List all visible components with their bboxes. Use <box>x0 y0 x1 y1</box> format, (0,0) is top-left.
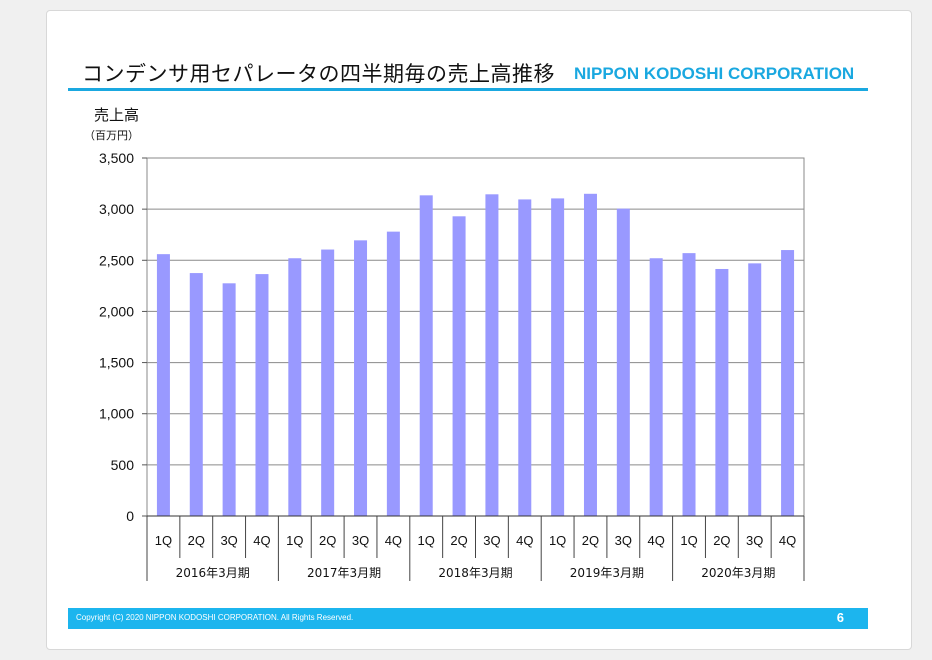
category-label: 3Q <box>483 533 500 548</box>
plot-area <box>146 157 805 517</box>
bar <box>551 198 565 516</box>
title-divider <box>68 88 868 91</box>
bar <box>189 273 203 516</box>
page-number: 6 <box>836 610 844 625</box>
company-name: NIPPON KODOSHI CORPORATION <box>574 64 855 83</box>
bar <box>452 216 466 516</box>
bar <box>682 253 696 516</box>
bar <box>321 249 335 516</box>
page-title: コンデンサ用セパレータの四半期毎の売上高推移 <box>82 62 555 86</box>
category-label: 2Q <box>713 533 730 548</box>
period-label: 2020年3月期 <box>701 566 775 580</box>
y-tick-label: 3,500 <box>99 150 134 166</box>
category-label: 1Q <box>286 533 303 548</box>
category-label: 4Q <box>253 533 270 548</box>
copyright-text: Copyright (C) 2020 NIPPON KODOSHI CORPOR… <box>76 613 354 622</box>
category-label: 4Q <box>516 533 533 548</box>
bar <box>518 199 532 516</box>
period-label: 2017年3月期 <box>307 566 381 580</box>
bar <box>485 194 499 516</box>
period-label: 2016年3月期 <box>176 566 250 580</box>
y-tick-label: 1,000 <box>99 406 134 422</box>
y-tick-label: 500 <box>111 457 135 473</box>
period-label: 2018年3月期 <box>438 566 512 580</box>
category-label: 4Q <box>648 533 665 548</box>
bar <box>255 274 269 516</box>
category-label: 4Q <box>385 533 402 548</box>
category-label: 1Q <box>418 533 435 548</box>
bar <box>649 258 663 516</box>
period-label: 2019年3月期 <box>570 566 644 580</box>
y-axis-unit: （百万円） <box>84 129 139 142</box>
y-tick-label: 1,500 <box>99 355 134 371</box>
category-label: 2Q <box>582 533 599 548</box>
category-label: 2Q <box>188 533 205 548</box>
category-label: 1Q <box>155 533 172 548</box>
category-label: 4Q <box>779 533 796 548</box>
category-label: 3Q <box>352 533 369 548</box>
y-tick-label: 2,500 <box>99 252 134 268</box>
bar <box>748 263 762 516</box>
bar <box>354 240 368 516</box>
category-label: 2Q <box>319 533 336 548</box>
category-label: 2Q <box>450 533 467 548</box>
category-label: 3Q <box>615 533 632 548</box>
bar <box>222 283 236 516</box>
bar <box>156 254 170 517</box>
y-tick-label: 3,000 <box>99 201 134 217</box>
bar <box>781 250 795 517</box>
y-tick-label: 2,000 <box>99 303 134 319</box>
y-axis-label: 売上高 <box>94 106 140 124</box>
bar <box>616 208 630 517</box>
bar <box>288 258 302 516</box>
bar <box>386 231 400 516</box>
category-label: 3Q <box>220 533 237 548</box>
category-label: 3Q <box>746 533 763 548</box>
category-label: 1Q <box>549 533 566 548</box>
footer-bar: Copyright (C) 2020 NIPPON KODOSHI CORPOR… <box>68 608 868 629</box>
bar <box>419 195 433 516</box>
bar <box>715 268 729 516</box>
bar <box>583 193 597 517</box>
y-tick-label: 0 <box>126 508 134 524</box>
category-label: 1Q <box>680 533 697 548</box>
